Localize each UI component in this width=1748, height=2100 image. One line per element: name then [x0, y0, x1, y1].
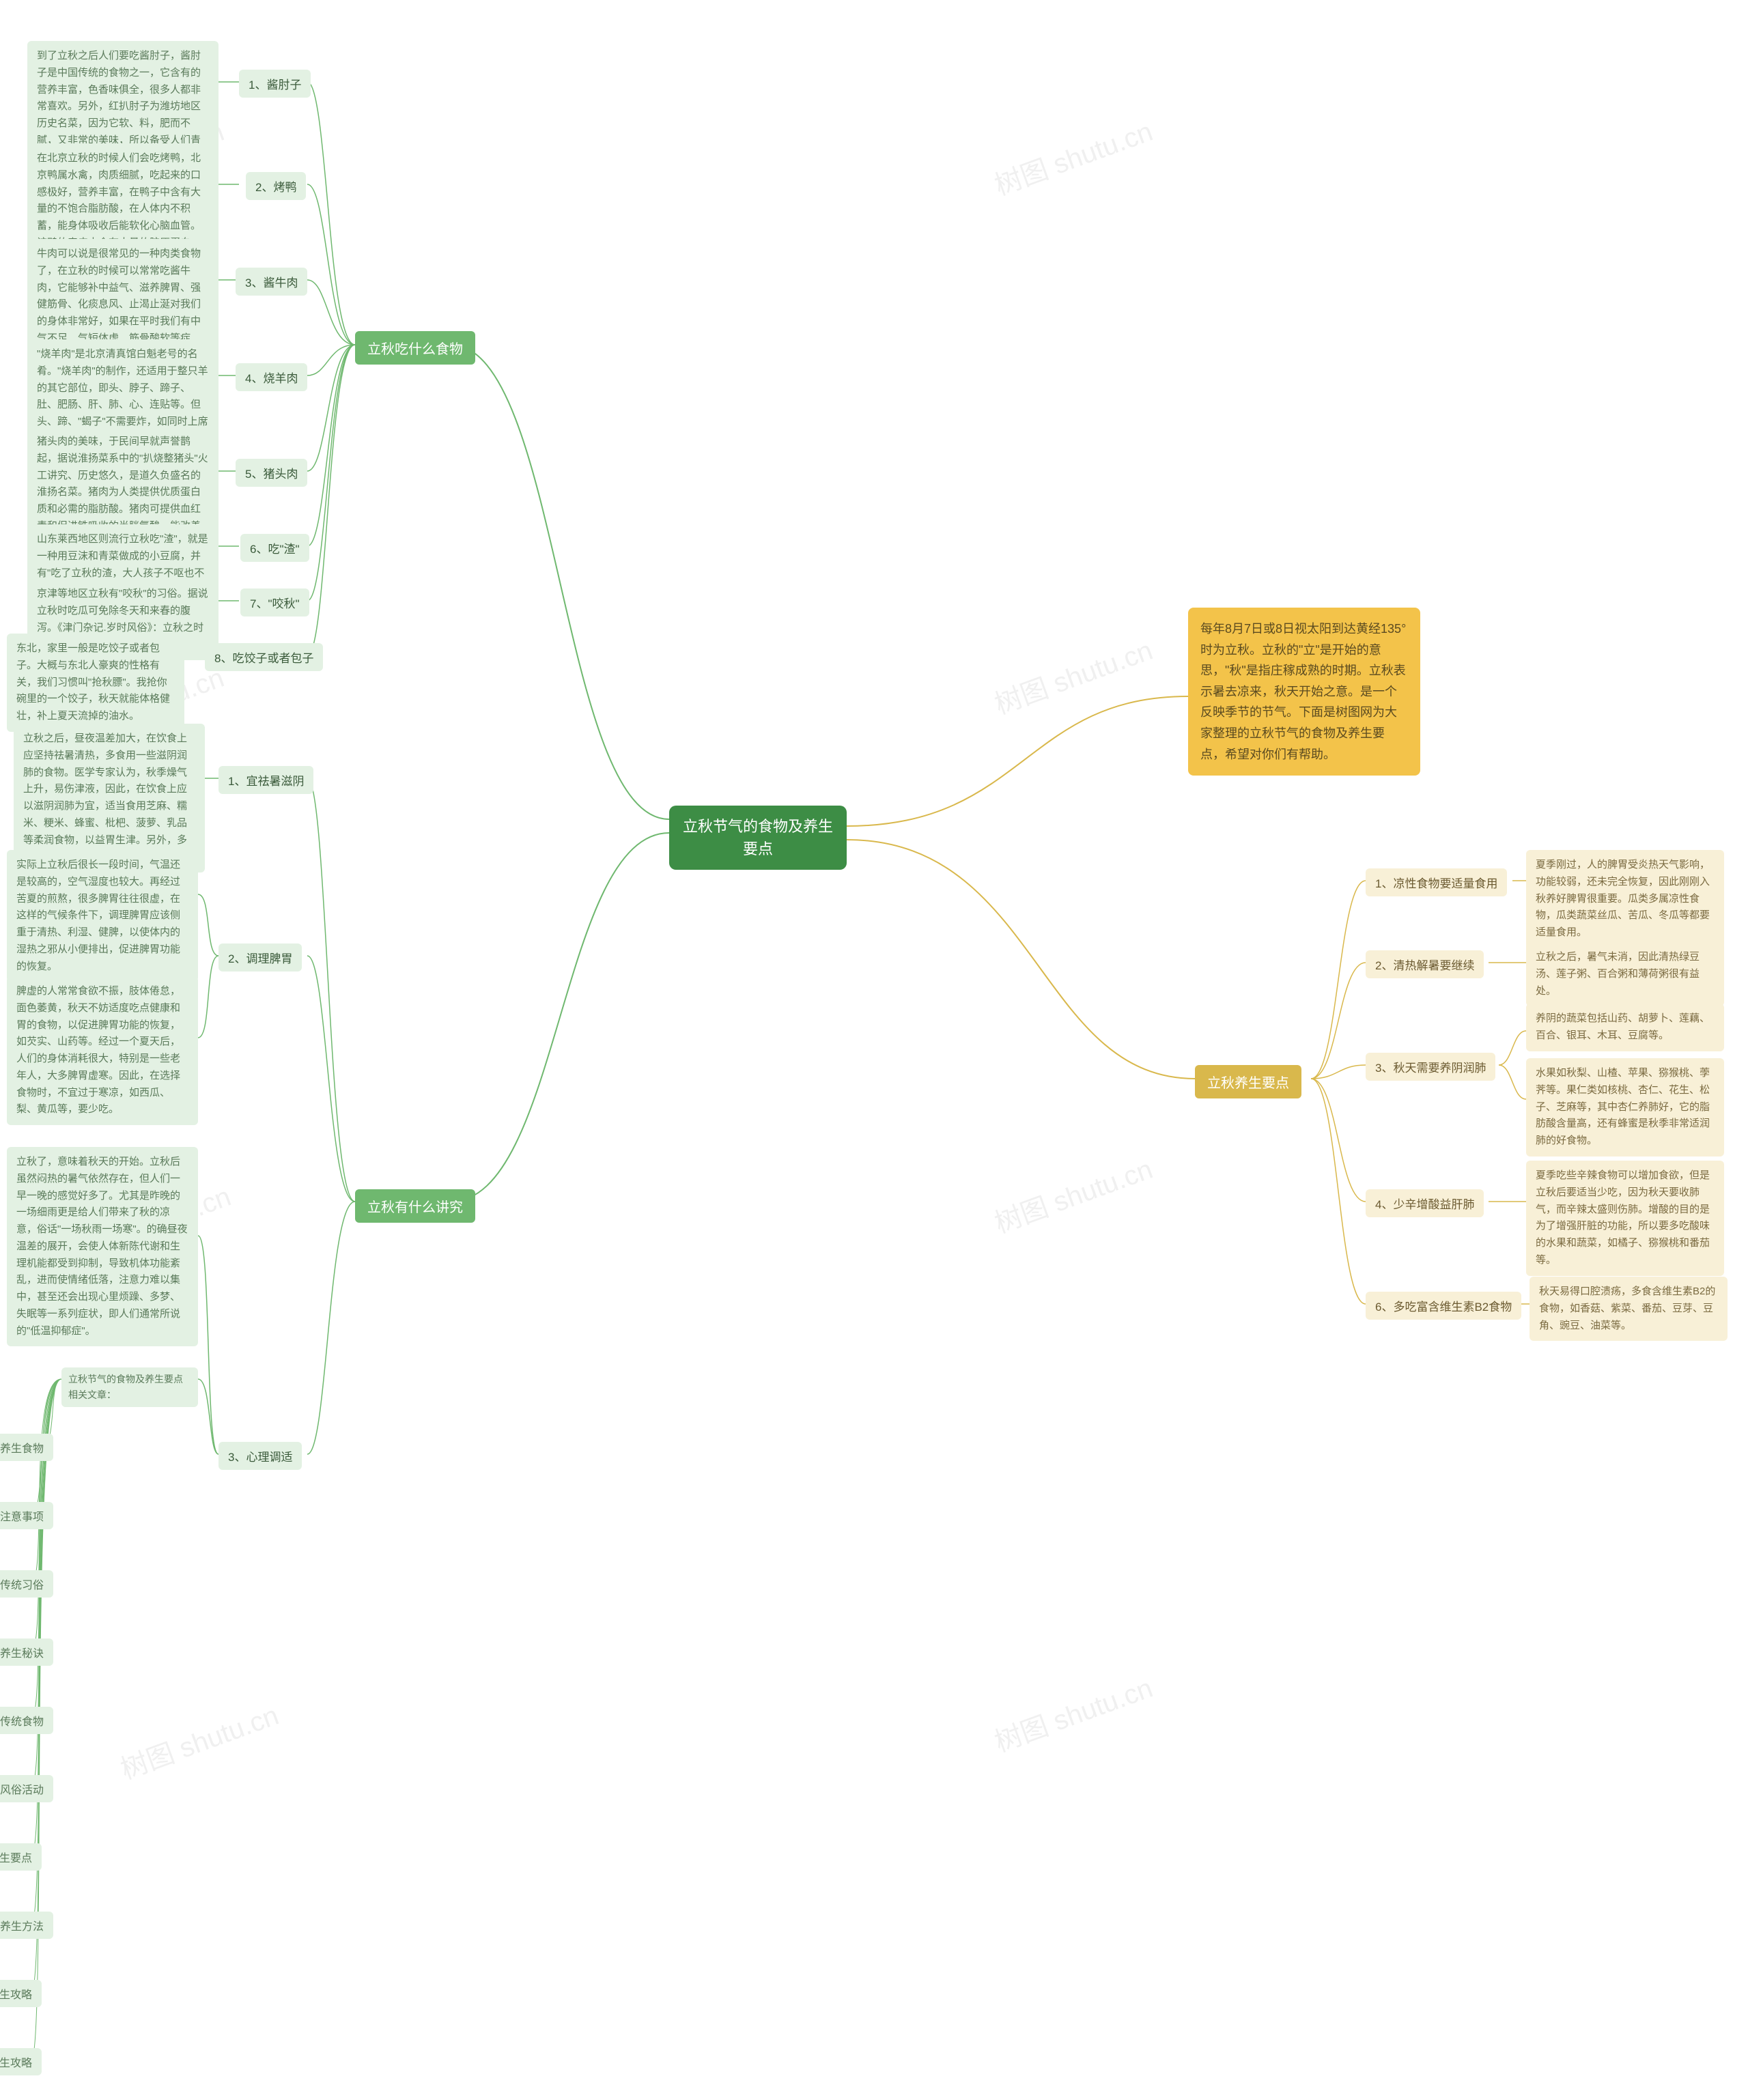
watermark: 树图 shutu.cn — [988, 1666, 1157, 1759]
watermark: 树图 shutu.cn — [114, 1693, 283, 1787]
intro-text: 每年8月7日或8日视太阳到达黄经135°时为立秋。立秋的"立"是开始的意思，"秋… — [1200, 622, 1406, 761]
detail-prac-3-text: 立秋了，意味着秋天的开始。立秋后虽然闷热的暑气依然存在，但人们一早一晚的感觉好多… — [16, 1156, 188, 1337]
related-link-8[interactable]: 2022立秋节气的来历及养生攻略 — [0, 1980, 42, 2007]
sub-health-2-num: 2、清热解暑要继续 — [1375, 959, 1474, 972]
related-link-3[interactable]: 2022立秋节气的风俗活动及养生秘诀 — [0, 1638, 53, 1666]
detail-health-4: 夏季吃些辛辣食物可以增加食欲，但是立秋后要适当少吃，因为秋天要收肺气，而辛辣太盛… — [1526, 1161, 1724, 1276]
branch-foods-label: 立秋吃什么食物 — [367, 342, 463, 357]
sub-prac-3: 3、心理调适 — [218, 1442, 302, 1470]
sub-food-4: 4、烧羊肉 — [236, 363, 307, 391]
related-link-5-text: 2022立秋节气的饮食习俗及风俗活动 — [0, 1785, 44, 1796]
sub-food-2: 2、烤鸭 — [246, 172, 306, 200]
related-link-7-text: 2022立秋节气的民间习俗及养生方法 — [0, 1921, 44, 1933]
related-link-1-text: 2022立秋节气的传统美食及注意事项 — [0, 1512, 44, 1523]
sub-health-5-num: 6、多吃富含维生素B2食物 — [1375, 1301, 1512, 1314]
sub-food-7-num: 7、"咬秋" — [250, 597, 300, 610]
detail-health-3b: 水果如秋梨、山楂、苹果、猕猴桃、荸荠等。果仁类如核桃、杏仁、花生、松子、芝麻等，… — [1526, 1058, 1724, 1157]
related-link-4-text: 2022立秋节气的传统习俗及传统食物 — [0, 1716, 44, 1728]
sub-health-4: 4、少辛增酸益肝肺 — [1366, 1189, 1484, 1217]
related-link-5[interactable]: 2022立秋节气的饮食习俗及风俗活动 — [0, 1775, 53, 1802]
detail-health-2: 立秋之后，暑气未消，因此清热绿豆汤、莲子粥、百合粥和薄荷粥很有益处。 — [1526, 942, 1724, 1006]
sub-prac-3-num: 3、心理调适 — [228, 1451, 292, 1464]
watermark: 树图 shutu.cn — [988, 109, 1157, 203]
related-link-8-text: 2022立秋节气的来历及养生攻略 — [0, 1989, 32, 2001]
related-title-text: 立秋节气的食物及养生要点相关文章： — [68, 1374, 183, 1400]
sub-food-3: 3、酱牛肉 — [236, 268, 307, 296]
sub-food-1: 1、酱肘子 — [239, 70, 311, 98]
sub-food-2-num: 2、烤鸭 — [255, 181, 296, 194]
related-link-1[interactable]: 2022立秋节气的传统美食及注意事项 — [0, 1502, 53, 1529]
intro-node: 每年8月7日或8日视太阳到达黄经135°时为立秋。立秋的"立"是开始的意思，"秋… — [1188, 608, 1420, 776]
sub-food-3-num: 3、酱牛肉 — [245, 276, 298, 289]
sub-health-3-num: 3、秋天需要养阴润肺 — [1375, 1062, 1486, 1075]
detail-health-3a-text: 养阴的蔬菜包括山药、胡萝卜、莲藕、百合、银耳、木耳、豆腐等。 — [1536, 1012, 1710, 1041]
related-link-2-text: 2022立秋节气的传统食物及传统习俗 — [0, 1580, 44, 1591]
sub-health-4-num: 4、少辛增酸益肝肺 — [1375, 1198, 1474, 1211]
sub-health-3: 3、秋天需要养阴润肺 — [1366, 1053, 1495, 1081]
sub-health-1: 1、凉性食物要适量食用 — [1366, 868, 1507, 896]
sub-food-1-num: 1、酱肘子 — [249, 79, 301, 91]
sub-health-2: 2、清热解暑要继续 — [1366, 950, 1484, 978]
sub-food-8: 8、吃饺子或者包子 — [205, 643, 323, 671]
sub-food-5: 5、猪头肉 — [236, 459, 307, 487]
detail-health-4-text: 夏季吃些辛辣食物可以增加食欲，但是立秋后要适当少吃，因为秋天要收肺气，而辛辣太盛… — [1536, 1169, 1710, 1266]
related-link-0[interactable]: 2022立秋节气的民俗活动及养生食物 — [0, 1434, 53, 1461]
sub-food-5-num: 5、猪头肉 — [245, 468, 298, 481]
detail-health-5: 秋天易得口腔溃疡，多食含维生素B2的食物，如香菇、紫菜、番茄、豆芽、豆角、豌豆、… — [1530, 1277, 1728, 1341]
related-link-6-text: 2022立秋节气的来历和养生要点 — [0, 1853, 32, 1864]
detail-prac-2b: 脾虚的人常常食欲不振，肢体倦怠，面色萎黄，秋天不妨适度吃点健康和胃的食物，以促进… — [7, 976, 198, 1125]
sub-food-6: 6、吃"渣" — [240, 534, 309, 562]
related-link-7[interactable]: 2022立秋节气的民间习俗及养生方法 — [0, 1912, 53, 1939]
detail-health-1-text: 夏季刚过，人的脾胃受炎热天气影响，功能较弱，还未完全恢复，因此刚刚入秋养好脾胃很… — [1536, 859, 1710, 938]
sub-food-7: 7、"咬秋" — [240, 588, 309, 616]
related-title: 立秋节气的食物及养生要点相关文章： — [61, 1367, 198, 1407]
branch-health: 立秋养生要点 — [1195, 1065, 1301, 1098]
detail-health-5-text: 秋天易得口腔溃疡，多食含维生素B2的食物，如香菇、紫菜、番茄、豆芽、豆角、豌豆、… — [1539, 1286, 1715, 1331]
watermark: 树图 shutu.cn — [988, 628, 1157, 722]
detail-health-1: 夏季刚过，人的脾胃受炎热天气影响，功能较弱，还未完全恢复，因此刚刚入秋养好脾胃很… — [1526, 850, 1724, 948]
related-link-2[interactable]: 2022立秋节气的传统食物及传统习俗 — [0, 1570, 53, 1598]
related-link-9[interactable]: 2022立秋节气的活动及养生攻略 — [0, 2048, 42, 2075]
detail-prac-3: 立秋了，意味着秋天的开始。立秋后虽然闷热的暑气依然存在，但人们一早一晚的感觉好多… — [7, 1147, 198, 1346]
related-link-4[interactable]: 2022立秋节气的传统习俗及传统食物 — [0, 1707, 53, 1734]
detail-food-8: 东北，家里一般是吃饺子或者包子。大概与东北人豪爽的性格有关，我们习惯叫"抢秋膘"… — [7, 634, 184, 732]
detail-prac-1-text: 立秋之后，昼夜温差加大，在饮食上应坚持祛暑清热，多食用一些滋阴润肺的食物。医学专… — [23, 733, 187, 862]
watermark: 树图 shutu.cn — [988, 1147, 1157, 1240]
sub-prac-2: 2、调理脾胃 — [218, 943, 302, 971]
sub-food-8-num: 8、吃饺子或者包子 — [214, 652, 313, 665]
detail-health-3b-text: 水果如秋梨、山楂、苹果、猕猴桃、荸荠等。果仁类如核桃、杏仁、花生、松子、芝麻等，… — [1536, 1067, 1710, 1146]
sub-prac-1-num: 1、宜祛暑滋阴 — [228, 775, 304, 788]
branch-foods: 立秋吃什么食物 — [355, 331, 475, 365]
sub-health-1-num: 1、凉性食物要适量食用 — [1375, 877, 1497, 890]
branch-practices: 立秋有什么讲究 — [355, 1189, 475, 1223]
branch-practices-label: 立秋有什么讲究 — [367, 1200, 463, 1215]
detail-food-8-text: 东北，家里一般是吃饺子或者包子。大概与东北人豪爽的性格有关，我们习惯叫"抢秋膘"… — [16, 642, 170, 722]
sub-health-5: 6、多吃富含维生素B2食物 — [1366, 1292, 1521, 1320]
detail-prac-2a: 实际上立秋后很长一段时间，气温还是较高的，空气湿度也较大。再经过苦夏的煎熬，很多… — [7, 850, 198, 982]
related-link-0-text: 2022立秋节气的民俗活动及养生食物 — [0, 1443, 44, 1455]
sub-prac-1: 1、宜祛暑滋阴 — [218, 766, 313, 794]
related-link-3-text: 2022立秋节气的风俗活动及养生秘诀 — [0, 1648, 44, 1660]
detail-prac-2b-text: 脾虚的人常常食欲不振，肢体倦怠，面色萎黄，秋天不妨适度吃点健康和胃的食物，以促进… — [16, 985, 180, 1115]
detail-health-3a: 养阴的蔬菜包括山药、胡萝卜、莲藕、百合、银耳、木耳、豆腐等。 — [1526, 1004, 1724, 1051]
detail-health-2-text: 立秋之后，暑气未消，因此清热绿豆汤、莲子粥、百合粥和薄荷粥很有益处。 — [1536, 951, 1700, 997]
related-link-9-text: 2022立秋节气的活动及养生攻略 — [0, 2058, 32, 2069]
sub-prac-2-num: 2、调理脾胃 — [228, 952, 292, 965]
connection-lines — [0, 0, 1748, 2100]
detail-prac-2a-text: 实际上立秋后很长一段时间，气温还是较高的，空气湿度也较大。再经过苦夏的煎熬，很多… — [16, 859, 180, 972]
center-node: 立秋节气的食物及养生要点 — [669, 806, 847, 870]
sub-food-4-num: 4、烧羊肉 — [245, 372, 298, 385]
branch-health-label: 立秋养生要点 — [1207, 1076, 1289, 1091]
center-title: 立秋节气的食物及养生要点 — [683, 818, 833, 857]
sub-food-6-num: 6、吃"渣" — [250, 543, 300, 556]
related-link-6[interactable]: 2022立秋节气的来历和养生要点 — [0, 1843, 42, 1871]
